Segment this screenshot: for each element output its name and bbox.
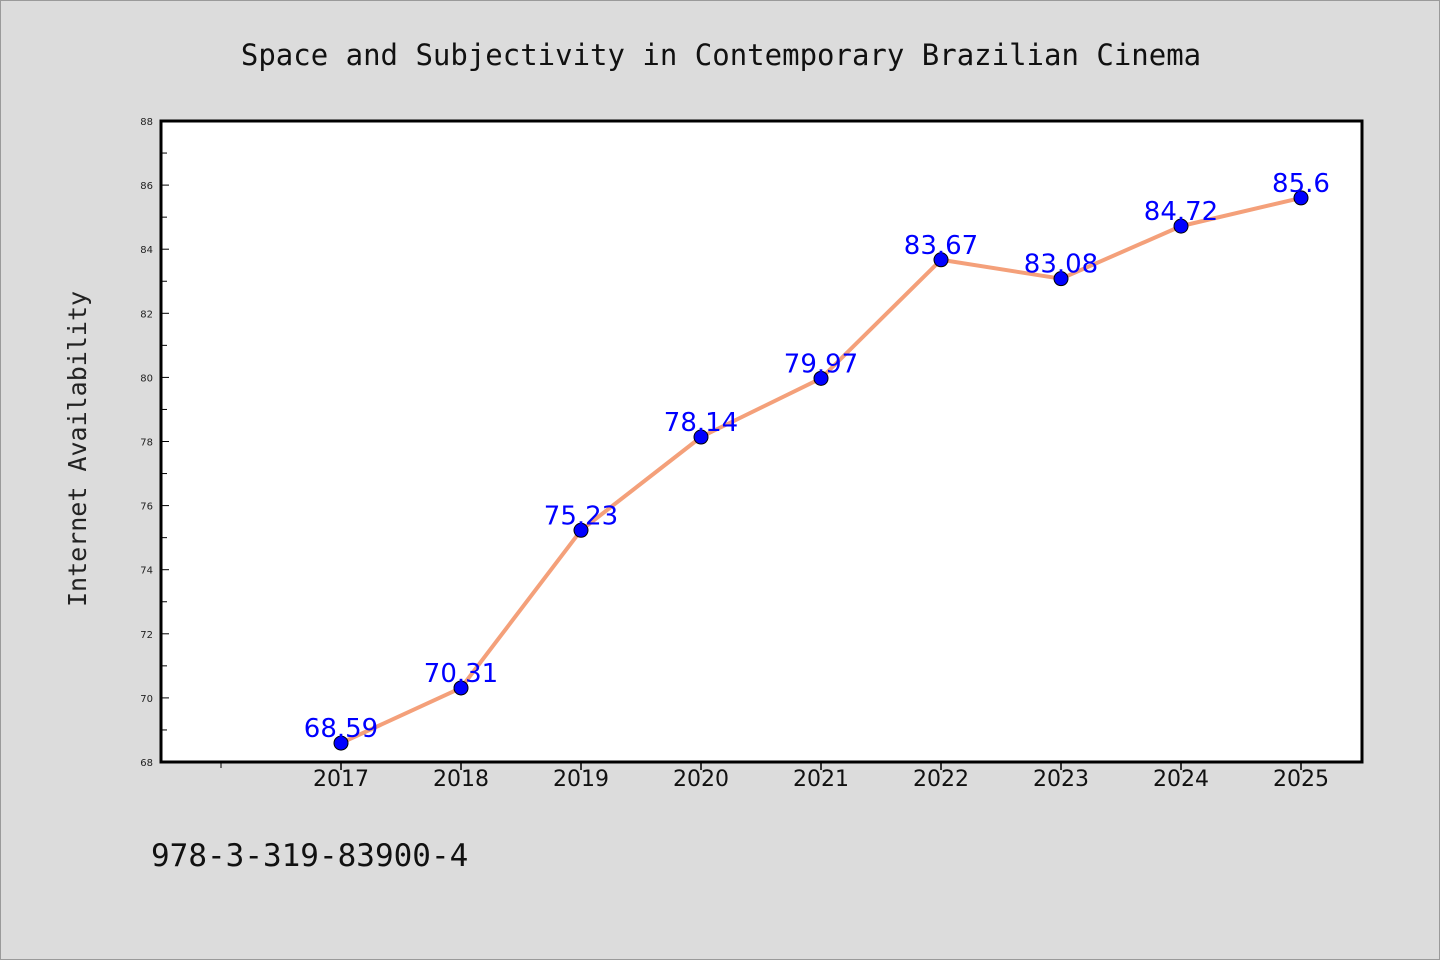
data-label: 70.31 [424,659,498,689]
x-axis: 2017 2018 2019 2020 2021 2022 2023 2024 2025 [220,762,1329,792]
data-point [813,370,829,386]
x-tick-label: 2024 [1153,767,1209,792]
data-label: 79.97 [784,349,858,379]
plot-area [159,119,1364,764]
data-point [1173,218,1189,234]
data-label: 83.67 [904,231,978,261]
y-tick-label: 72 [140,630,153,641]
y-axis-label: Internet Availability [63,291,92,607]
x-tick-label: 2017 [313,767,369,792]
y-tick-label: 86 [140,181,153,192]
data-point [933,252,949,268]
data-label: 83.08 [1024,250,1098,280]
data-point [333,735,349,751]
data-label: 75.23 [544,501,618,531]
data-label: 84.72 [1144,197,1218,227]
data-point [1053,271,1069,287]
y-tick-label: 70 [140,694,153,705]
y-tick-label: 82 [140,309,153,320]
data-point [453,680,469,696]
y-tick-label: 80 [140,373,153,384]
x-tick-label: 2019 [553,767,609,792]
data-label: 78.14 [664,408,738,438]
data-label: 68.59 [304,714,378,744]
footer-text: 978-3-319-83900-4 [151,838,468,874]
y-tick-label: 78 [140,438,153,449]
chart-title: Space and Subjectivity in Contemporary B… [241,38,1201,72]
series-layer: 68.59 70.31 75.23 78.14 79.97 83.67 83.08 84.72… [304,169,1330,751]
data-point [693,429,709,445]
data-point [1293,190,1309,206]
data-label: 85.6 [1272,169,1330,199]
x-tick-label: 2023 [1033,767,1089,792]
y-tick-label: 88 [140,117,153,128]
y-tick-label: 84 [140,245,153,256]
data-point [573,522,589,538]
x-tick-label: 2021 [793,767,849,792]
y-tick-label: 68 [140,758,153,769]
x-tick-label: 2020 [673,767,729,792]
y-tick-label: 74 [140,566,153,577]
x-tick-label: 2025 [1273,767,1329,792]
y-axis: 68 70 72 74 76 78 80 82 84 86 88 [140,117,169,769]
x-tick-label: 2018 [433,767,489,792]
y-tick-label: 76 [140,502,153,513]
x-tick-label: 2022 [913,767,969,792]
